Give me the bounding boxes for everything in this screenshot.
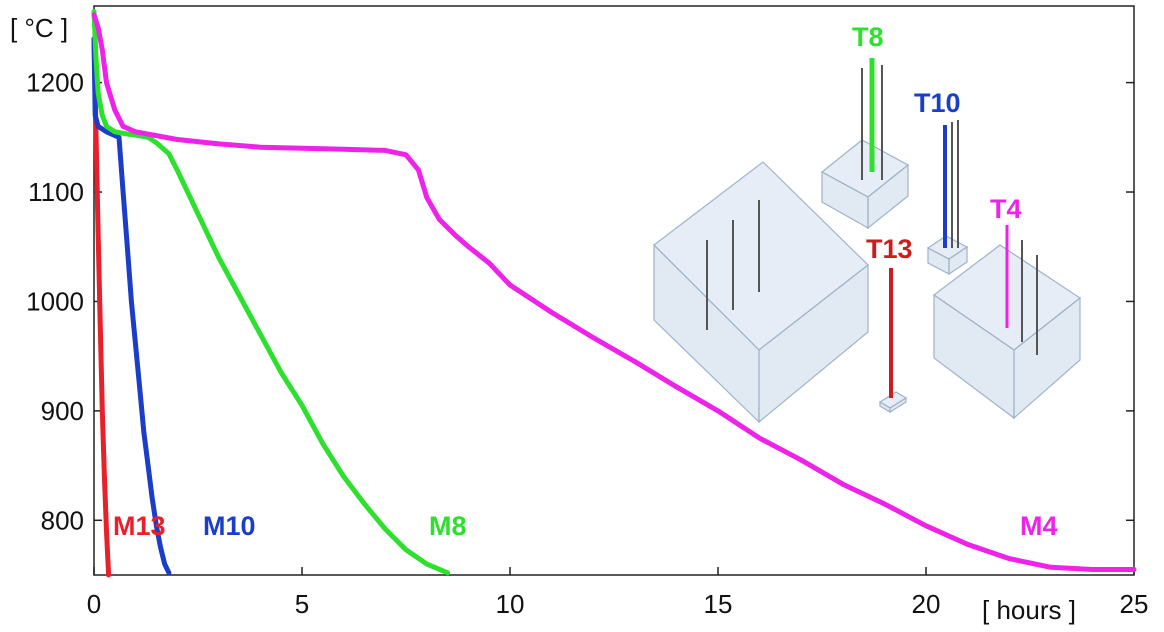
curve-label-m10: M10 — [203, 511, 256, 541]
x-tick-label: 20 — [912, 589, 941, 619]
x-tick-label: 5 — [295, 589, 309, 619]
y-axis-label: [ °C ] — [10, 13, 68, 43]
y-tick-label: 1000 — [26, 286, 84, 316]
y-tick-label: 800 — [41, 505, 84, 535]
series-line-m8 — [91, 9, 451, 576]
plot-frame — [93, 5, 1135, 576]
x-tick-label: 25 — [1120, 589, 1149, 619]
x-tick-label: 0 — [87, 589, 101, 619]
inset-t13-block — [878, 268, 908, 414]
inset-label-t4: T4 — [990, 194, 1022, 224]
series-line-m10 — [91, 36, 172, 576]
series-line-m4 — [91, 12, 1137, 572]
y-tick-label: 1100 — [28, 177, 84, 207]
y-tick-label: 900 — [41, 396, 84, 426]
inset-t8-block — [820, 58, 910, 230]
series-line-m13 — [91, 36, 112, 578]
x-tick-label: 15 — [704, 589, 733, 619]
inset-t4-block — [932, 225, 1082, 420]
inset-label-t10: T10 — [914, 88, 961, 118]
inset-t10-block — [926, 120, 969, 276]
curve-label-m13: M13 — [113, 511, 166, 541]
curve-label-m4: M4 — [1020, 511, 1058, 541]
curve-label-m8: M8 — [429, 511, 467, 541]
y-tick-label: 1200 — [26, 68, 84, 98]
x-tick-label: 10 — [496, 589, 525, 619]
inset-large-block — [653, 161, 869, 424]
x-axis-label: [ hours ] — [982, 595, 1076, 625]
specimen-inset-illustration: T8 T10 T4 T13 — [653, 22, 1082, 424]
inset-label-t8: T8 — [852, 22, 884, 52]
inset-label-t13: T13 — [866, 234, 913, 264]
